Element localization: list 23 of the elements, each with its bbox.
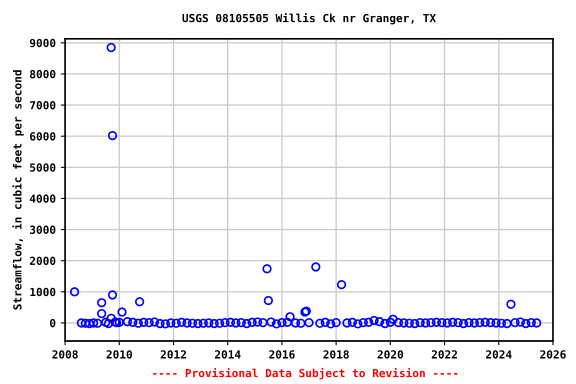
x-tick-label: 2024	[486, 350, 512, 359]
x-tick-label: 2014	[214, 350, 241, 359]
x-tick-label: 2012	[160, 350, 186, 359]
y-tick-label: 8000	[30, 70, 56, 78]
y-tick-label: 7000	[30, 101, 56, 110]
x-tick-label: 2008	[52, 350, 78, 359]
x-tick-label: 2026	[540, 350, 566, 359]
y-tick-label: 4000	[30, 194, 56, 203]
y-tick-label: 1000	[30, 288, 56, 296]
chart-title: USGS 08105505 Willis Ck nr Granger, TX	[182, 13, 436, 24]
y-tick-label: 6000	[30, 132, 56, 141]
x-tick-label: 2010	[106, 350, 132, 359]
y-axis-title: Streamflow, in cubic feet per second	[12, 70, 24, 310]
y-tick-label: 2000	[30, 256, 56, 266]
text: ---- Provisional Data Subject to Revision ----	[153, 368, 458, 380]
x-tick-label: 2020	[378, 350, 404, 359]
y-tick-label: 9000	[30, 38, 56, 48]
x-tick-label: 2018	[323, 350, 349, 359]
y-tick-label: 3000	[30, 226, 56, 234]
x-tick-label: 2022	[432, 350, 457, 359]
y-tick-label: 5000	[30, 163, 56, 172]
x-tick-label: 2016	[269, 350, 295, 359]
y-tick-label: 0	[50, 318, 56, 328]
